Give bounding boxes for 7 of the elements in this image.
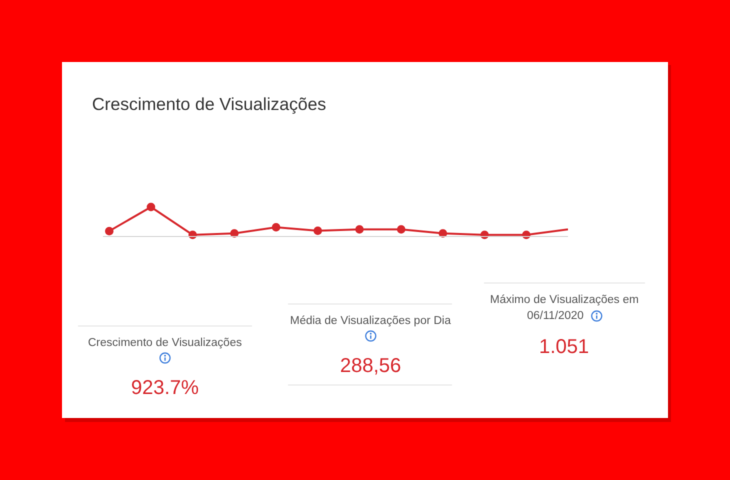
text: 1.051 — [539, 336, 590, 358]
text: 923.7% — [131, 377, 200, 399]
text: Máximo de Visualizações em 06/11/2020 — [490, 294, 639, 322]
chart-title: Crescimento de Visualizações — [92, 94, 326, 114]
text: 288,56 — [340, 355, 402, 377]
text: Crescimento de Visualizações — [88, 337, 242, 349]
text: Média de Visualizações por Dia — [290, 315, 452, 327]
